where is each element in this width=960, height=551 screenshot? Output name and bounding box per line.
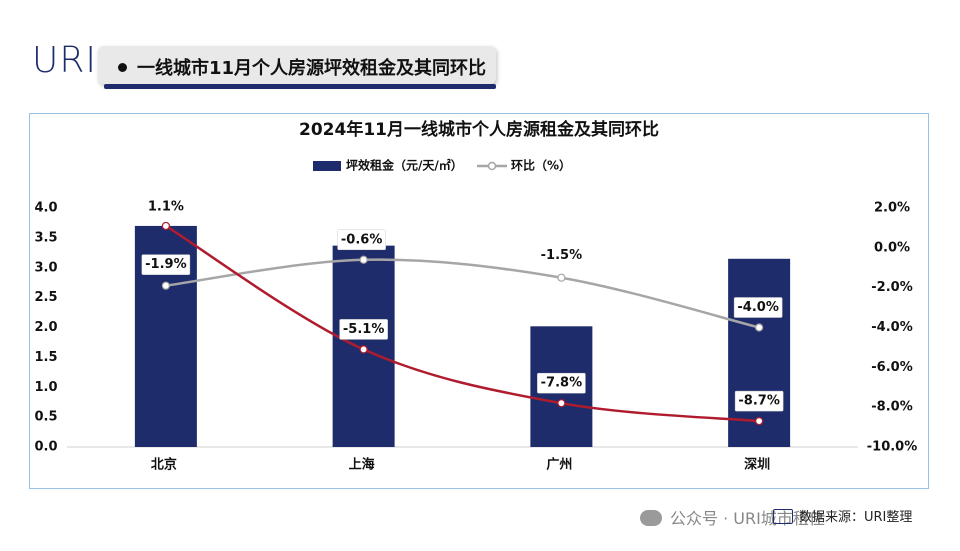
wechat-icon [640, 509, 662, 526]
data-label-box [734, 390, 784, 412]
legend-label-line: 环比（%） [511, 158, 571, 173]
chart-frame: 2024年11月一线城市个人房源租金及其同环比坪效租金（元/天/㎡） 环比（%） 0… [29, 113, 929, 489]
y-right-tick-label: -6.0% [871, 360, 912, 375]
legend-swatch-bar [313, 161, 341, 171]
y-right-tick-label: -2.0% [871, 280, 912, 295]
y-left-tick-label: 0.0 [34, 440, 57, 455]
x-tick-label: 北京 [151, 457, 177, 473]
data-label: -7.8% [541, 376, 582, 391]
data-label: -5.1% [343, 322, 384, 337]
y-left-tick-label: 1.5 [34, 350, 57, 365]
uri-logo: URI [32, 40, 97, 81]
section-header-title-wrap: 一线城市11月个人房源坪效租金及其同环比 [118, 54, 486, 80]
data-label-box [337, 229, 386, 251]
y-left-tick-label: 4.0 [34, 201, 57, 216]
bullet-icon [118, 62, 127, 72]
line-series-tongbi [165, 224, 760, 423]
y-right-tick-label: 2.0% [874, 201, 910, 216]
data-label: -4.0% [737, 300, 778, 315]
bar [728, 258, 791, 447]
y-left-tick-label: 3.0 [34, 260, 57, 275]
data-source: 数据来源：URI整理 [773, 506, 912, 525]
data-label: -8.7% [738, 394, 779, 409]
line-series-huanbi [165, 258, 760, 329]
x-tick-label: 上海 [349, 457, 375, 473]
x-tick-label: 广州 [546, 457, 572, 473]
line-point [557, 273, 566, 282]
line-point [755, 417, 764, 426]
y-left-tick-label: 0.5 [34, 410, 57, 425]
data-label: -1.9% [145, 257, 186, 272]
line-point [359, 345, 368, 354]
monitor-icon [773, 509, 793, 524]
data-label: 1.1% [148, 199, 184, 214]
y-right-tick-label: -10.0% [867, 440, 918, 455]
legend-label-bar: 坪效租金（元/天/㎡） [346, 158, 463, 173]
line-point [161, 221, 170, 231]
line-point [359, 255, 368, 264]
legend-marker-line [487, 161, 497, 171]
line-point [161, 281, 170, 290]
y-left-tick-label: 3.5 [34, 230, 57, 245]
line-point [755, 323, 764, 332]
y-right-tick-label: -8.0% [871, 400, 912, 415]
data-source-text: 数据来源：URI整理 [799, 510, 913, 525]
y-left-tick-label: 1.0 [34, 380, 57, 395]
y-right-tick-label: 0.0% [874, 240, 910, 255]
y-right-tick-label: -4.0% [871, 320, 912, 335]
data-label-box [537, 372, 586, 394]
data-label: -1.5% [541, 248, 582, 263]
chart-title: 2024年11月一线城市个人房源租金及其同环比 [299, 119, 659, 140]
data-label: -0.6% [341, 232, 382, 247]
section-header [98, 46, 496, 84]
data-label-box [141, 254, 191, 275]
section-header-title: 一线城市11月个人房源坪效租金及其同环比 [137, 58, 487, 79]
x-tick-label: 深圳 [744, 457, 770, 473]
line-point [557, 399, 566, 408]
header-underline [104, 84, 496, 89]
data-label-box [733, 297, 783, 318]
data-label-box [339, 319, 388, 340]
y-left-tick-label: 2.5 [34, 290, 57, 305]
y-left-tick-label: 2.0 [34, 320, 57, 335]
